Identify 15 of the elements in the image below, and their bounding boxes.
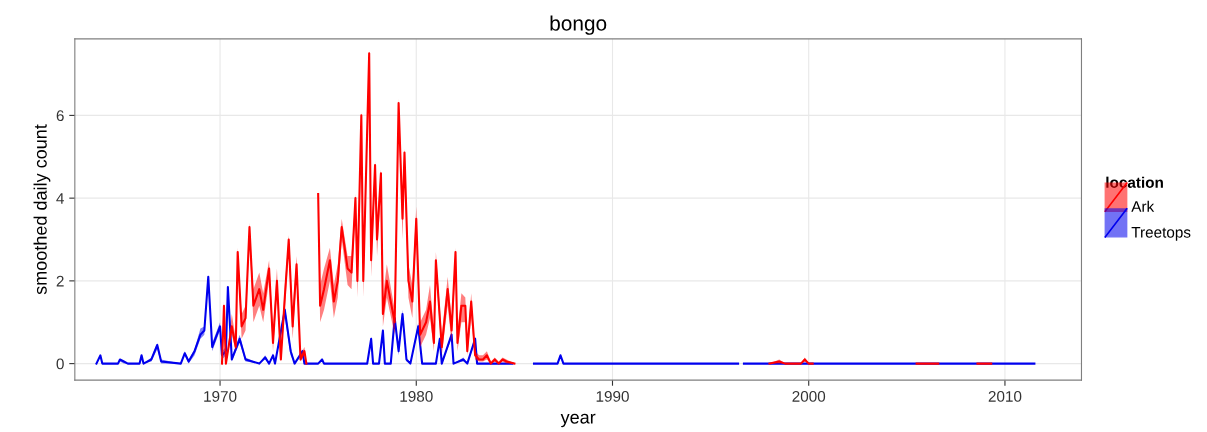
y-tick-label: 6 xyxy=(56,110,64,122)
x-tick-label: 1980 xyxy=(400,390,433,402)
x-tick-label: 1990 xyxy=(596,390,629,402)
x-tick-label: 2010 xyxy=(988,390,1022,402)
legend-title: location xyxy=(1106,176,1163,188)
x-axis-title: year xyxy=(560,413,596,428)
x-tick-label: 2000 xyxy=(792,390,826,402)
legend-label: Ark xyxy=(1131,200,1155,212)
y-tick-label: 2 xyxy=(56,275,64,287)
chart-title: bongo xyxy=(550,15,607,35)
y-axis-title: smoothed daily count xyxy=(33,124,51,295)
y-tick-label: 0 xyxy=(56,358,64,370)
x-tick-label: 1970 xyxy=(204,390,237,402)
y-tick-label: 4 xyxy=(56,193,64,204)
text: Treetops xyxy=(1131,227,1191,241)
